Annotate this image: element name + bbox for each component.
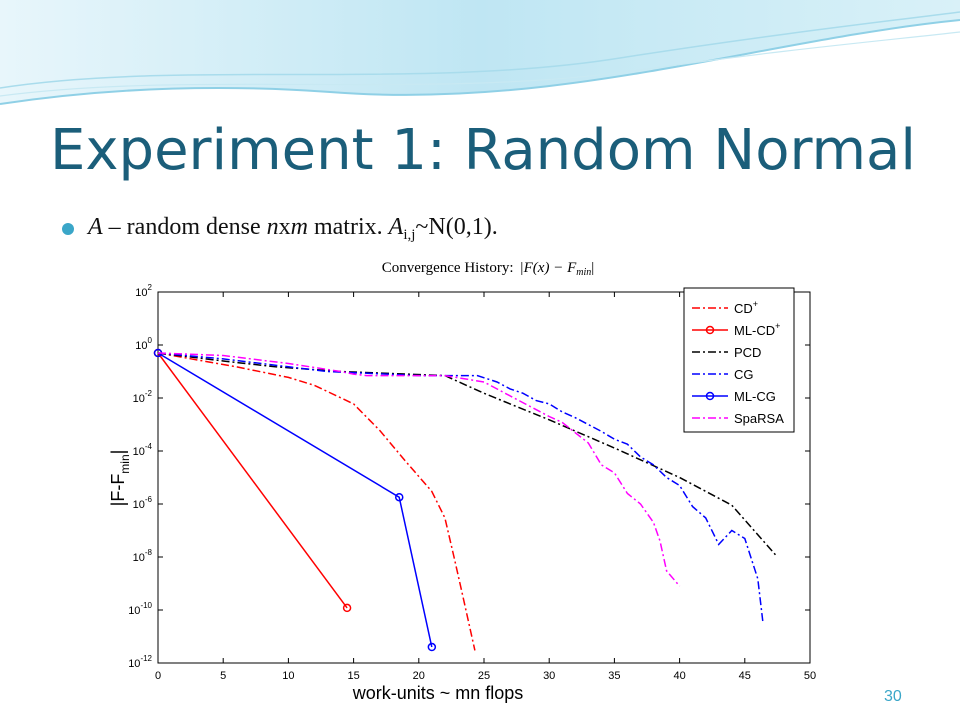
matrix-symbol-a: A bbox=[88, 214, 103, 240]
x-tick-label: 35 bbox=[608, 670, 620, 682]
dim-n: n bbox=[266, 214, 279, 240]
x-tick-label: 50 bbox=[804, 670, 816, 682]
x-tick-label: 5 bbox=[220, 670, 226, 682]
y-tick-label: 10-10 bbox=[128, 601, 152, 617]
legend-label-cd: CD+ bbox=[734, 299, 758, 316]
x-tick-label: 20 bbox=[413, 670, 425, 682]
legend-name: CD bbox=[734, 301, 753, 316]
bullet-text-part-3: ~N(0,1). bbox=[415, 214, 498, 240]
y-tick-exponent: -10 bbox=[140, 601, 152, 610]
y-tick-base: 10 bbox=[133, 552, 145, 564]
y-tick-label: 10-6 bbox=[133, 495, 153, 511]
series-line-ml-cg bbox=[157, 352, 433, 648]
y-tick-label: 10-2 bbox=[133, 389, 153, 405]
y-axis-label: |F-Fmin| bbox=[108, 450, 132, 507]
matrix-entry-subscript: i,j bbox=[403, 227, 416, 243]
series-line-ml-cd bbox=[157, 352, 348, 609]
y-tick-label: 102 bbox=[135, 283, 152, 299]
y-tick-label: 10-8 bbox=[133, 548, 153, 564]
y-tick-exponent: -2 bbox=[145, 389, 153, 398]
matrix-entry-a: A bbox=[388, 214, 404, 240]
legend-superscript: + bbox=[753, 299, 758, 309]
data-point-ml-cd bbox=[342, 603, 352, 613]
y-tick-exponent: -6 bbox=[145, 495, 153, 504]
y-tick-base: 10 bbox=[135, 287, 147, 299]
x-tick-label: 25 bbox=[478, 670, 490, 682]
y-tick-base: 10 bbox=[133, 446, 145, 458]
x-tick-label: 15 bbox=[347, 670, 359, 682]
convergence-chart: Convergence History: |F(x) − Fmin| 0 5 10 15… bbox=[50, 248, 890, 714]
series-line-sparsa bbox=[157, 352, 681, 587]
x-axis-label: work-units ~ mn flops bbox=[352, 683, 524, 703]
x-tick-label: 30 bbox=[543, 670, 555, 682]
bullet-text: A – random dense nxm matrix. Ai,j~N(0,1)… bbox=[88, 214, 498, 244]
bullet-dot-icon bbox=[62, 223, 74, 235]
legend-name: SpaRSA bbox=[734, 411, 784, 426]
dim-x: x bbox=[278, 214, 291, 240]
data-point-ml-cg bbox=[394, 492, 404, 502]
y-tick-base: 10 bbox=[133, 393, 145, 405]
legend-box bbox=[683, 287, 795, 433]
series-line-pcd bbox=[157, 352, 778, 558]
y-tick-exponent: -8 bbox=[145, 548, 153, 557]
legend-label-ml-cd: ML-CD+ bbox=[734, 321, 780, 338]
legend-label-sparsa: SpaRSA bbox=[734, 411, 784, 426]
header-wave-decoration bbox=[0, 0, 960, 105]
series-line-cd bbox=[157, 352, 476, 651]
x-tick-label: 10 bbox=[282, 670, 294, 682]
slide-number: 30 bbox=[884, 688, 902, 705]
legend-label-pcd: PCD bbox=[734, 345, 761, 360]
legend-name: ML-CG bbox=[734, 389, 776, 404]
y-tick-exponent: -12 bbox=[140, 654, 152, 663]
x-tick-label: 45 bbox=[739, 670, 751, 682]
y-tick-label: 10-12 bbox=[128, 654, 152, 670]
y-tick-exponent: 2 bbox=[148, 283, 153, 292]
legend-label-ml-cg: ML-CG bbox=[734, 389, 776, 404]
legend-marker-ml-cg bbox=[705, 391, 715, 401]
y-tick-label: 10-4 bbox=[133, 442, 153, 458]
legend-name: PCD bbox=[734, 345, 761, 360]
y-tick-base: 10 bbox=[135, 340, 147, 352]
y-tick-base: 10 bbox=[128, 605, 140, 617]
x-tick-label: 40 bbox=[673, 670, 685, 682]
legend-label-cg: CG bbox=[734, 367, 754, 382]
data-point-ml-cg bbox=[427, 642, 437, 652]
y-tick-exponent: 0 bbox=[148, 336, 153, 345]
y-tick-label: 100 bbox=[135, 336, 152, 352]
y-tick-base: 10 bbox=[133, 499, 145, 511]
bullet-text-part-1: – random dense bbox=[102, 214, 267, 240]
legend-name: ML-CD bbox=[734, 323, 775, 338]
y-tick-exponent: -4 bbox=[145, 442, 153, 451]
dim-m: m bbox=[290, 214, 308, 240]
x-tick-label: 0 bbox=[155, 670, 161, 682]
slide-title: Experiment 1: Random Normal bbox=[50, 118, 916, 183]
legend-name: CG bbox=[734, 367, 754, 382]
bullet-text-part-2: matrix. bbox=[307, 214, 389, 240]
y-tick-base: 10 bbox=[128, 658, 140, 670]
legend-marker-ml-cd bbox=[705, 325, 715, 335]
chart-title: Convergence History: |F(x) − Fmin| bbox=[382, 260, 595, 278]
legend-superscript: + bbox=[775, 321, 780, 331]
